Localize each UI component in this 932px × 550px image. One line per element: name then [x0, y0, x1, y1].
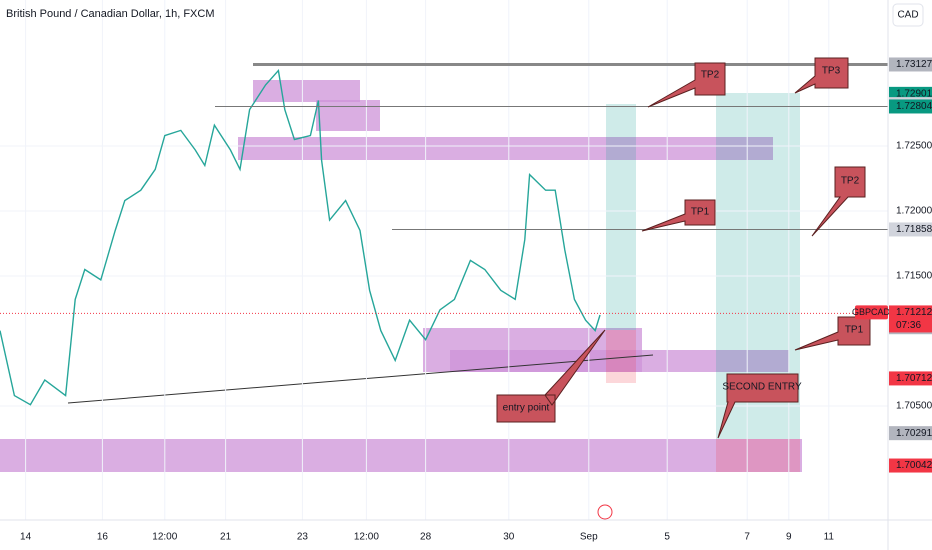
currency: CAD [897, 10, 918, 21]
x-tick-label: 28 [420, 532, 432, 543]
callout [717, 373, 799, 439]
x-tick-label: 30 [503, 532, 515, 543]
price-tag-label: 1.70042 [896, 460, 932, 471]
currency-button[interactable] [892, 3, 924, 27]
event-icon[interactable] [597, 504, 613, 520]
x-tick-label: 7 [744, 532, 750, 543]
x-tick-label: 12:00 [152, 532, 177, 543]
current-tag [889, 305, 932, 333]
callout [794, 316, 871, 351]
x-tick-label: 23 [297, 532, 309, 543]
x-tick-label: 11 [824, 532, 835, 543]
price-tag-label: 1.70291 [896, 428, 932, 439]
callout-label: TP2 [701, 70, 720, 81]
callouts: TP2 TP3 TP1 TP2 TP1 SECOND ENTRY entry p… [496, 57, 871, 439]
drawings [0, 80, 802, 472]
x-tick-label: Sep [580, 532, 598, 543]
callout-label: entry point [503, 403, 550, 414]
price-tag-label: 1.70712 [896, 373, 932, 384]
trend-line [67, 354, 654, 404]
plot [0, 0, 888, 520]
price-tag [889, 57, 932, 72]
zone [0, 439, 802, 472]
callout [794, 57, 849, 94]
callout-label: SECOND ENTRY [722, 382, 802, 393]
price-line [0, 69, 601, 406]
x-tick-label: 14 [20, 532, 32, 543]
callout-label: TP2 [841, 176, 860, 187]
y-tick-label: 1.72000 [896, 206, 932, 217]
price-tag-label: 1.73127 [896, 59, 932, 70]
y-tick-label: 1.71500 [896, 271, 932, 282]
price-tag [889, 426, 932, 441]
x-tick-label: 12:00 [354, 532, 379, 543]
y-tick-label: 1.72500 [896, 141, 932, 152]
zone [238, 137, 773, 160]
callout [647, 62, 726, 108]
zone [450, 350, 789, 372]
price-tag-label: 1.72901 [896, 89, 932, 100]
callout [811, 166, 866, 237]
symbol-tag [855, 305, 888, 320]
price-tag [889, 222, 932, 237]
x-tick-label: 9 [786, 532, 792, 543]
y-tick-label: 1.70500 [896, 401, 932, 412]
symbol-label: GBPCAD [852, 307, 891, 317]
price-tag [889, 458, 932, 473]
callout [496, 329, 606, 423]
callout [641, 199, 716, 232]
callout-label: TP1 [845, 325, 864, 336]
x-tick-label: 21 [220, 532, 232, 543]
zone [253, 80, 360, 102]
stop-zone [716, 439, 800, 472]
callout-label: TP3 [822, 66, 841, 77]
target-zone [606, 104, 636, 330]
price-tag-label: 1.72804 [896, 101, 932, 112]
price-tag [889, 371, 932, 386]
countdown: 07:36 [896, 320, 921, 331]
callout-label: TP1 [691, 207, 710, 218]
price-tag [889, 99, 932, 114]
chart-title: British Pound / Canadian Dollar, 1h, FXC… [6, 8, 215, 20]
current-price: 1.71212 [896, 307, 932, 318]
zone [316, 100, 380, 131]
x-tick-label: 5 [664, 532, 670, 543]
price-tag-label: 1.71858 [896, 224, 932, 235]
x-tick-label: 16 [97, 532, 109, 543]
